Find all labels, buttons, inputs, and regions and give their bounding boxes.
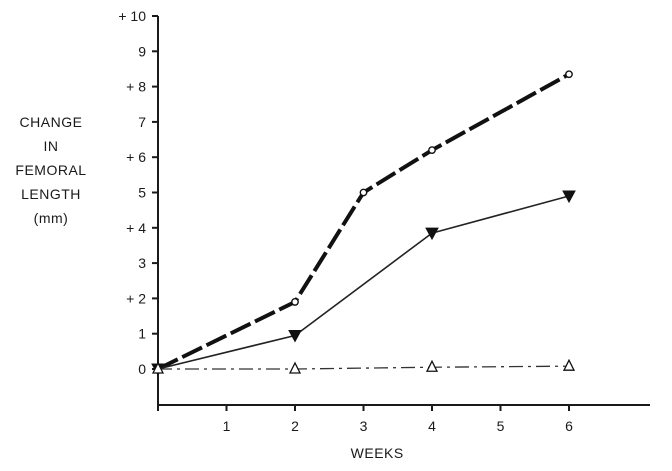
x-tick-label: 4: [428, 418, 436, 434]
y-tick-label: 3: [138, 255, 146, 271]
open-triangle-series: [151, 358, 576, 374]
data-point-circle: [359, 188, 368, 197]
x-tick-label: 1: [223, 418, 231, 434]
data-point-triangle-down: [562, 190, 576, 204]
y-tick-label: 9: [138, 43, 146, 59]
x-tick-label: 6: [565, 418, 573, 434]
y-tick-label: 5: [138, 185, 146, 201]
data-point-triangle-down: [288, 329, 302, 343]
y-tick-label: + 4: [126, 220, 146, 236]
y-axis-title-line: IN: [43, 138, 59, 154]
axes: [157, 16, 650, 406]
data-point-circle: [428, 146, 436, 155]
series-line: [157, 195, 570, 370]
y-tick-label: 0: [138, 361, 146, 377]
data-point-triangle-up: [151, 361, 165, 374]
y-tick-label: + 6: [126, 149, 146, 165]
data-point-circle: [565, 70, 573, 79]
x-tick-label: 5: [497, 418, 505, 434]
data-point-circle: [291, 298, 299, 306]
y-axis-title-line: FEMORAL: [15, 162, 87, 178]
data-point-triangle-down: [425, 227, 439, 241]
y-tick-label: + 8: [126, 79, 146, 95]
y-tick-label: + 2: [126, 290, 146, 306]
series-line: [158, 365, 570, 370]
y-axis-title-line: CHANGE: [19, 114, 83, 130]
open-circle-series: [154, 70, 573, 373]
y-tick-label: 1: [138, 326, 146, 342]
data-point-triangle-up: [562, 358, 576, 371]
data-point-triangle-up: [288, 361, 302, 374]
y-tick-label: + 10: [118, 8, 146, 24]
x-tick-label: 3: [360, 418, 368, 434]
tick-labels: 0 1 + 2 3 + 4 5 + 6 7 + 8 9 + 10 1 2 3 4 5 6: [118, 8, 573, 434]
y-axis-title-line: (mm): [33, 210, 69, 226]
y-axis-title-line: LENGTH: [21, 186, 81, 202]
y-axis-title: CHANGE IN FEMORAL LENGTH (mm): [8, 110, 94, 230]
data-point-triangle-up: [425, 359, 439, 372]
tick-marks: [152, 15, 570, 411]
y-tick-label: 7: [138, 114, 146, 130]
series-layer: [151, 70, 576, 377]
filled-triangle-series: [151, 190, 576, 377]
x-axis-title: WEEKS: [351, 445, 404, 461]
series-line: [157, 72, 570, 371]
x-tick-label: 2: [291, 418, 299, 434]
